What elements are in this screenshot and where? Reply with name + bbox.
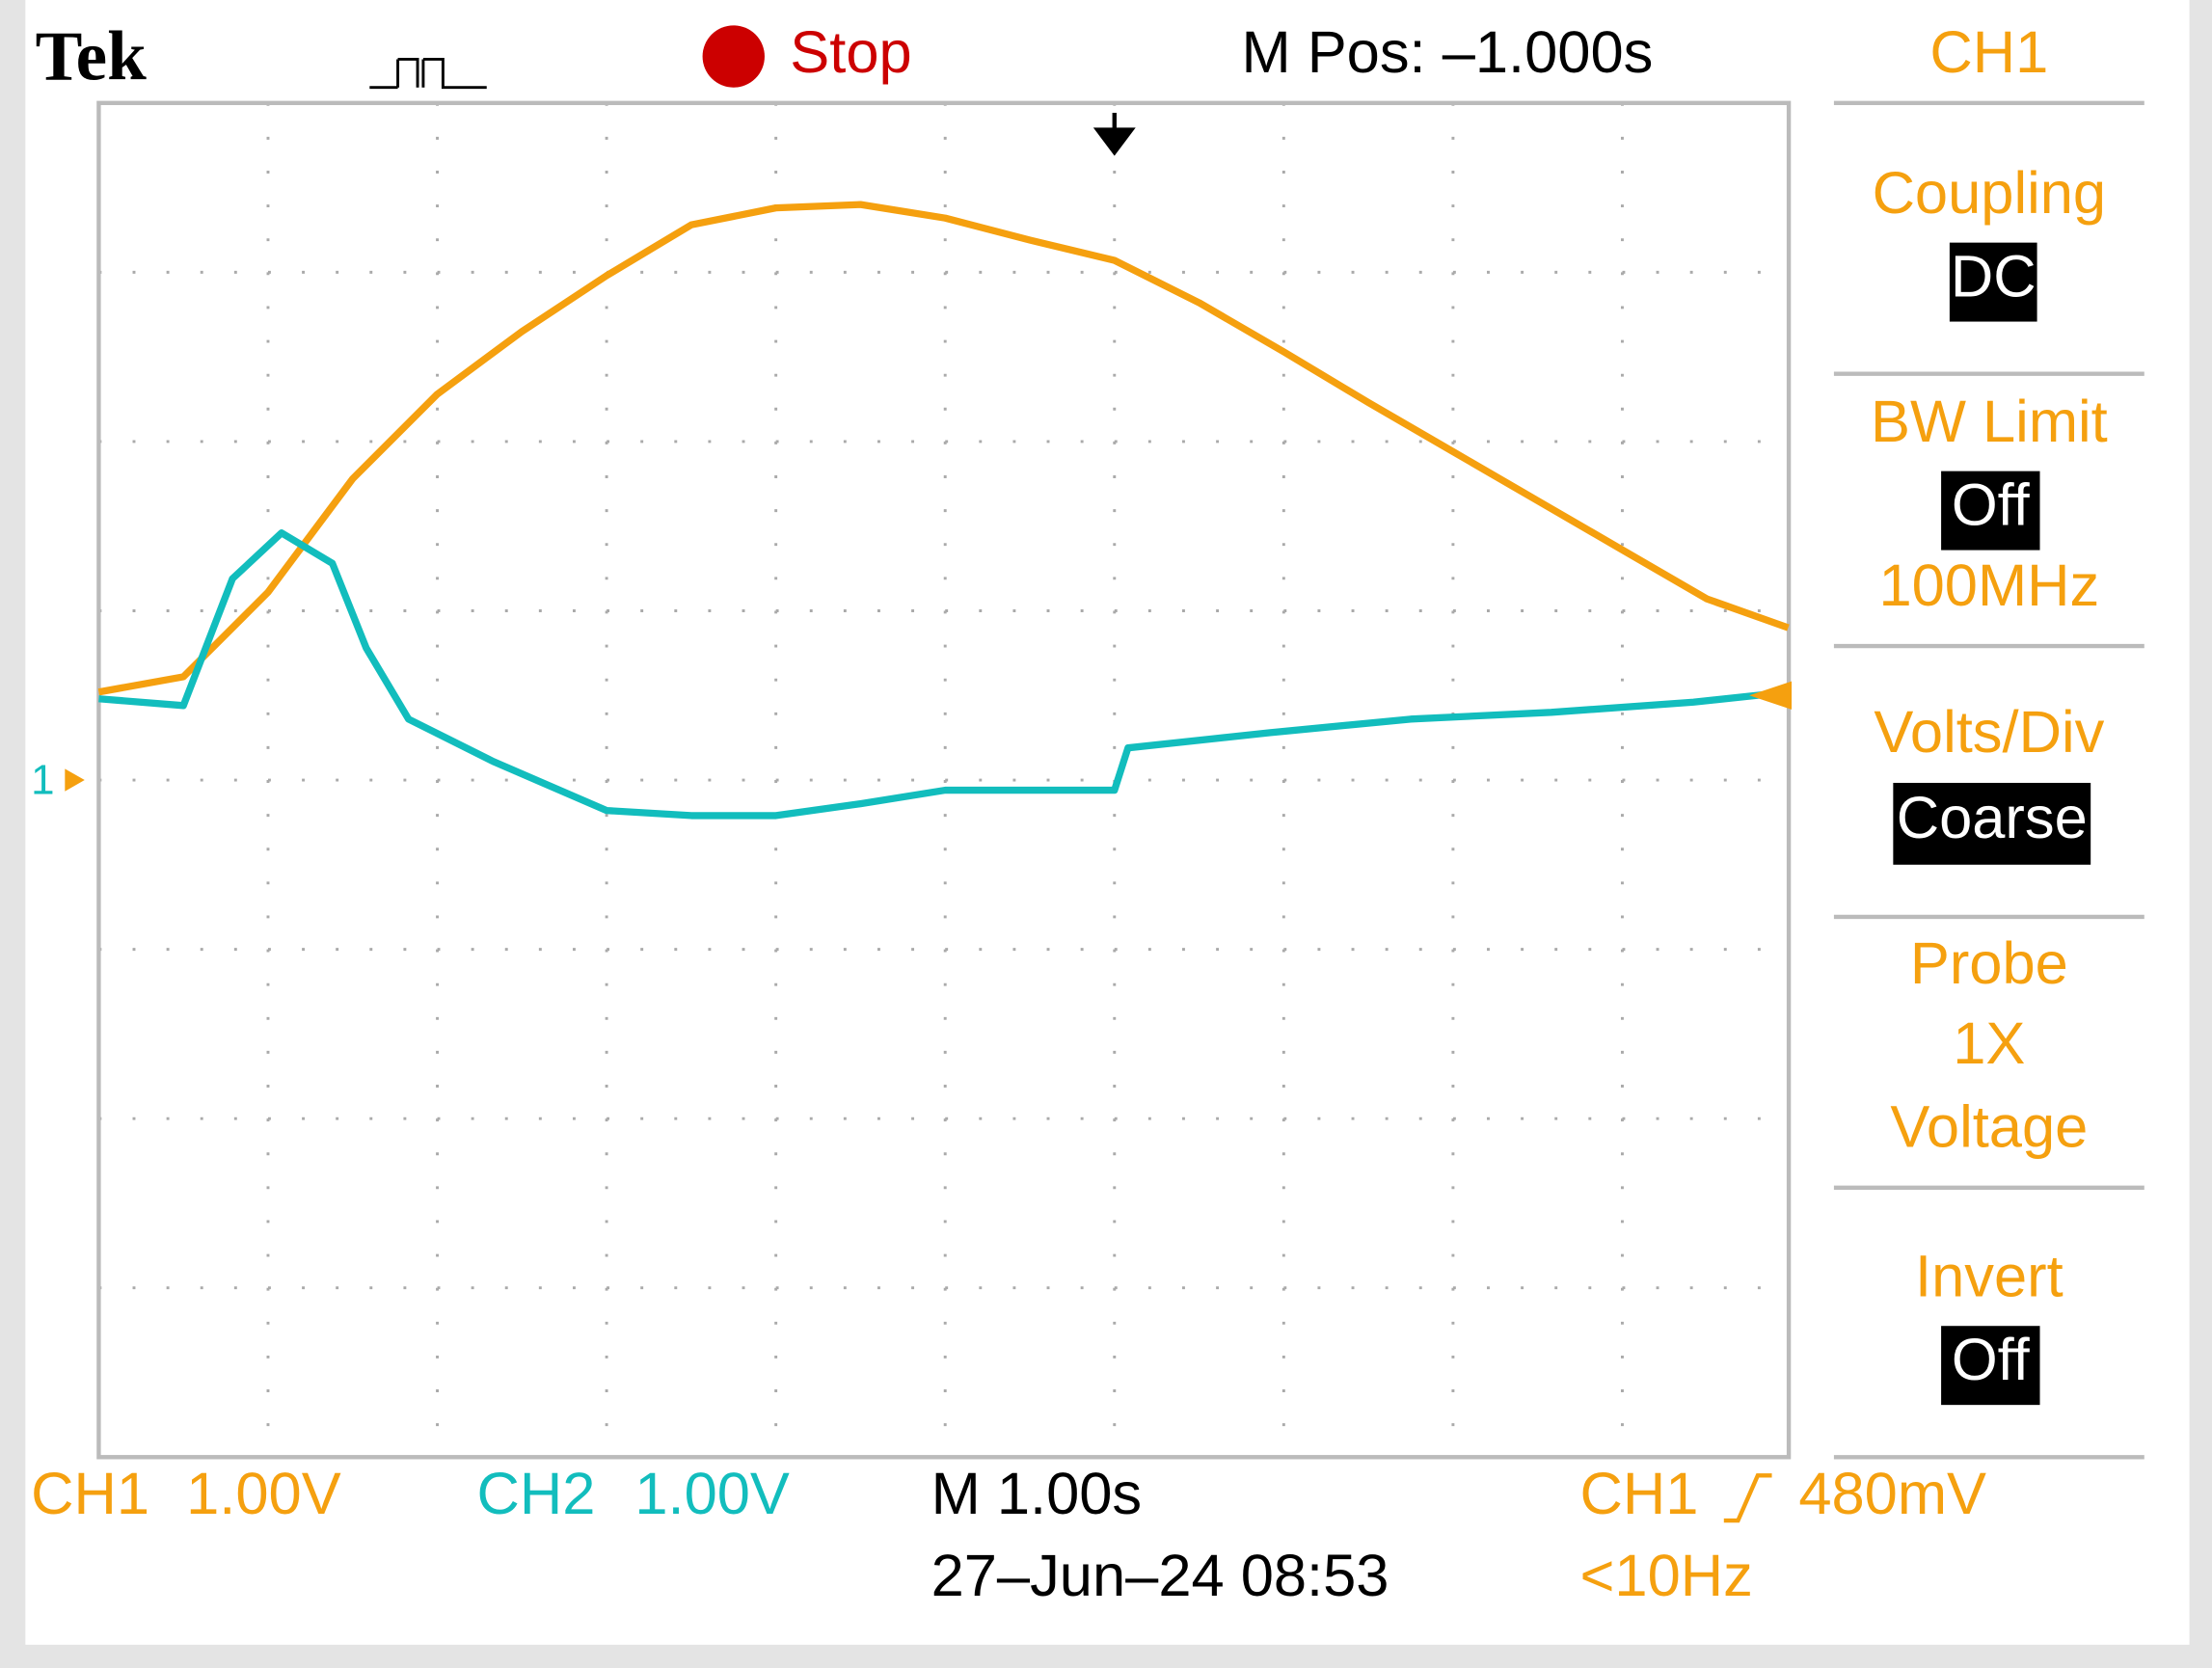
value-box (1949, 242, 2037, 322)
ch1-scale: 1.00V (186, 1461, 341, 1527)
menu-label: BW Limit (1871, 389, 2108, 455)
menu-note: Voltage (1890, 1094, 2088, 1161)
trigger-level-marker (1749, 681, 1793, 710)
menu-value[interactable]: Off (1952, 1327, 2031, 1393)
value-box (1893, 782, 2091, 865)
brand: Tek (36, 17, 148, 95)
border-right (2189, 0, 2212, 1668)
ch2-scale: 1.00V (634, 1461, 790, 1527)
ch1-name: CH1 (31, 1461, 149, 1527)
menu-value[interactable]: 1X (1953, 1010, 2025, 1077)
menu-label: Coupling (1873, 160, 2107, 227)
status-bar: CH1 1.00V CH2 1.00V M 1.00s 27–Jun–24 08… (31, 1461, 1986, 1609)
menu-label: Invert (1915, 1244, 2064, 1310)
waveform (97, 201, 1790, 696)
menu-title: CH1 (1929, 19, 2048, 86)
date-time: 27–Jun–24 08:53 (931, 1543, 1389, 1609)
menu-note: 100MHz (1878, 552, 2099, 619)
trigger-slope (1723, 1473, 1772, 1523)
trigger-source: CH1 (1580, 1461, 1699, 1527)
value-box (1941, 471, 2040, 551)
menu-label: Volts/Div (1874, 699, 2104, 766)
waveform (98, 529, 1789, 820)
graticule (98, 102, 1793, 1458)
acquire-icon (369, 57, 487, 90)
ground-arrow (65, 768, 85, 792)
traces (97, 201, 1790, 820)
border-bottom (0, 1644, 2212, 1668)
menu-value[interactable]: Off (1952, 471, 2031, 538)
stop-indicator (702, 25, 765, 88)
horizontal-position: M Pos: –1.000s (1241, 19, 1653, 86)
border-left (0, 0, 26, 1668)
trigger-level: 480mV (1798, 1461, 1986, 1527)
side-menu: CH1 Coupling DC BW Limit Off 100MHz Volt… (1833, 19, 2145, 1460)
menu-value[interactable]: Coarse (1897, 785, 2088, 851)
trigger-position-marker (1093, 113, 1136, 156)
run-state: Stop (790, 19, 911, 86)
ground-marker: 1 (31, 757, 54, 804)
timebase: M 1.00s (931, 1461, 1143, 1527)
trigger-frequency: <10Hz (1580, 1543, 1753, 1609)
menu-value[interactable]: DC (1951, 243, 2037, 309)
ch2-name: CH2 (477, 1461, 596, 1527)
menu-label: Probe (1910, 930, 2068, 997)
graticule-frame (96, 100, 1792, 1460)
value-box (1941, 1326, 2040, 1406)
